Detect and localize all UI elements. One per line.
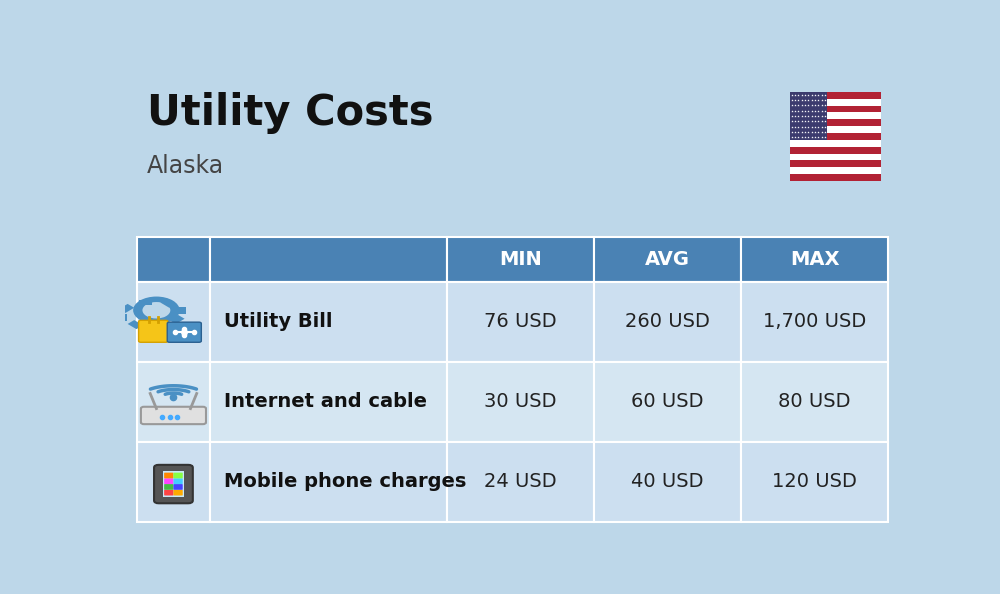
Bar (152, 323, 164, 328)
FancyBboxPatch shape (173, 484, 183, 490)
Bar (790, 92, 881, 99)
Bar (790, 126, 881, 133)
Bar (790, 168, 881, 174)
Text: 76 USD: 76 USD (484, 312, 557, 331)
Text: 30 USD: 30 USD (484, 392, 556, 411)
FancyBboxPatch shape (139, 320, 168, 342)
Bar (790, 154, 881, 160)
Bar (790, 99, 881, 106)
Text: 40 USD: 40 USD (631, 472, 704, 491)
Bar (741, 362, 888, 442)
Bar (594, 442, 741, 522)
Text: 80 USD: 80 USD (778, 392, 851, 411)
Bar (790, 147, 881, 154)
FancyBboxPatch shape (173, 473, 183, 478)
Text: Internet and cable: Internet and cable (224, 392, 427, 411)
Bar (210, 237, 447, 282)
Bar (447, 362, 594, 442)
Bar (137, 282, 210, 362)
Bar (210, 362, 447, 442)
FancyBboxPatch shape (164, 478, 173, 484)
Bar (177, 307, 186, 314)
Bar (790, 140, 881, 147)
Bar (594, 237, 741, 282)
Bar (790, 160, 881, 168)
Bar (210, 442, 447, 522)
Text: Alaska: Alaska (147, 154, 224, 178)
Bar (118, 314, 127, 321)
Text: Mobile phone charges: Mobile phone charges (224, 472, 467, 491)
Text: 60 USD: 60 USD (631, 392, 704, 411)
Bar (128, 320, 143, 329)
FancyBboxPatch shape (164, 484, 173, 490)
Circle shape (133, 296, 180, 324)
Text: MIN: MIN (499, 249, 542, 268)
FancyBboxPatch shape (154, 465, 193, 503)
Bar (139, 300, 152, 305)
Bar (790, 106, 881, 112)
FancyBboxPatch shape (167, 322, 201, 342)
Bar (210, 282, 447, 362)
Bar (594, 362, 741, 442)
FancyBboxPatch shape (173, 478, 183, 484)
Bar (741, 237, 888, 282)
Bar (447, 282, 594, 362)
Bar (790, 112, 881, 119)
Text: 1,700 USD: 1,700 USD (763, 312, 866, 331)
Bar (741, 442, 888, 522)
Text: 24 USD: 24 USD (484, 472, 557, 491)
Text: 120 USD: 120 USD (772, 472, 857, 491)
Text: MAX: MAX (790, 249, 840, 268)
Bar (741, 282, 888, 362)
Bar (137, 442, 210, 522)
Bar (137, 362, 210, 442)
Bar (447, 237, 594, 282)
Bar (790, 133, 881, 140)
Bar (163, 471, 184, 497)
Bar (161, 299, 176, 308)
Bar (790, 119, 881, 126)
Bar (594, 282, 741, 362)
Bar (447, 442, 594, 522)
FancyBboxPatch shape (164, 490, 173, 495)
Bar (137, 237, 210, 282)
Text: Utility Costs: Utility Costs (147, 92, 433, 134)
FancyBboxPatch shape (173, 490, 183, 495)
Circle shape (142, 302, 170, 318)
Bar (790, 92, 827, 140)
Text: Utility Bill: Utility Bill (224, 312, 333, 331)
Bar (790, 92, 881, 181)
FancyBboxPatch shape (164, 473, 173, 478)
Bar (119, 304, 134, 313)
Text: AVG: AVG (645, 249, 690, 268)
Bar (169, 315, 185, 324)
Bar (790, 174, 881, 181)
FancyBboxPatch shape (141, 407, 206, 424)
Text: 260 USD: 260 USD (625, 312, 710, 331)
